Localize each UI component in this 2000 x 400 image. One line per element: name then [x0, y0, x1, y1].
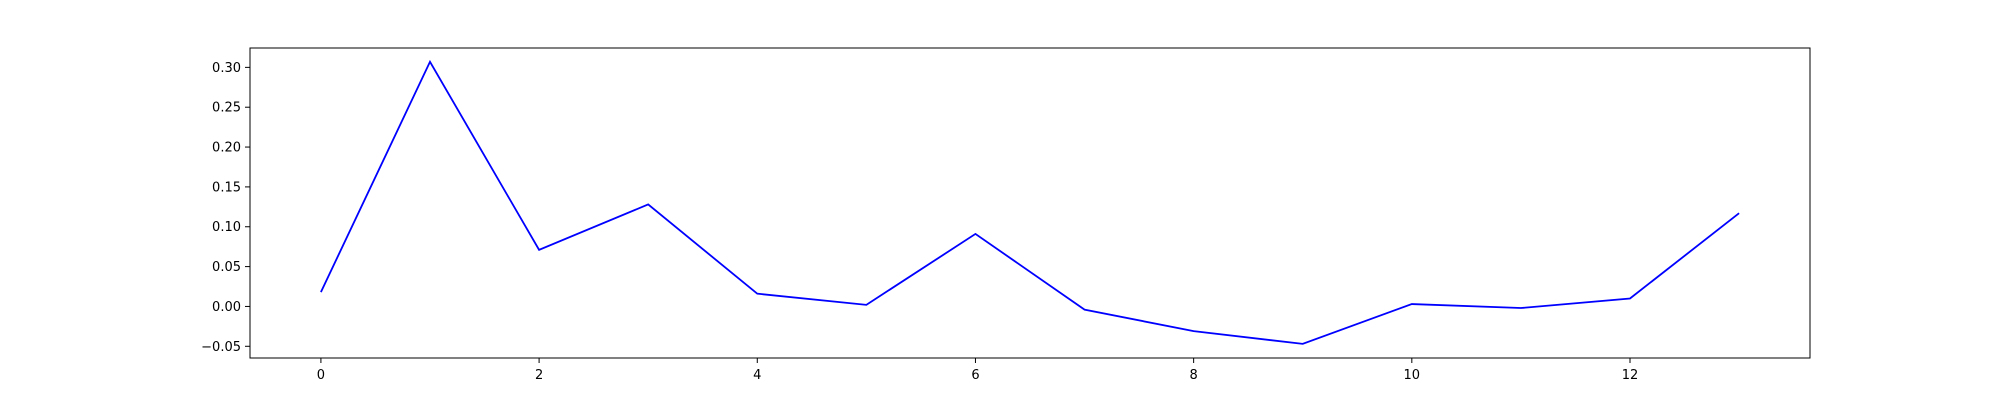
- x-tick-label: 8: [1189, 368, 1197, 383]
- x-tick-label: 0: [317, 368, 325, 383]
- x-tick-label: 2: [535, 368, 543, 383]
- y-tick-label: 0.00: [212, 300, 241, 315]
- series-line: [320, 59, 1740, 345]
- x-axis-ticks: 0 2 4 6 8 10 12: [317, 358, 1639, 383]
- y-tick-label: 0.10: [212, 220, 241, 235]
- x-tick-label: 10: [1404, 368, 1421, 383]
- y-tick-label: 0.15: [212, 180, 241, 195]
- x-tick-label: 6: [971, 368, 979, 383]
- plot-area-frame: [249, 47, 1811, 359]
- x-tick-label: 12: [1622, 368, 1639, 383]
- y-tick-label: 0.20: [212, 141, 241, 156]
- y-axis-ticks: −0.05 0.00 0.05 0.10 0.15 0.20 0.25 0.30: [201, 61, 250, 355]
- y-tick-label: −0.05: [201, 340, 241, 355]
- y-tick-label: 0.05: [212, 260, 241, 275]
- y-tick-label: 0.30: [212, 61, 241, 76]
- series-layer: [320, 59, 1740, 345]
- y-tick-label: 0.25: [212, 101, 241, 116]
- x-tick-label: 4: [753, 368, 761, 383]
